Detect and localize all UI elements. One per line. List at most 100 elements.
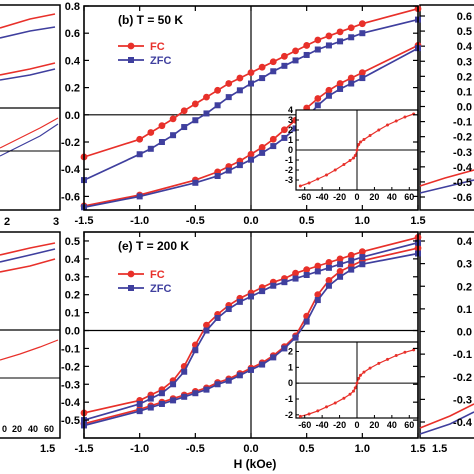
y-tick-label: -0.2 <box>61 361 80 373</box>
left-bottom-zfc-curve <box>0 248 56 263</box>
data-point-fc <box>258 63 266 71</box>
inset-data-point <box>352 389 356 393</box>
right-tick-label: 0.0 <box>457 327 472 339</box>
data-point-zfc <box>314 102 321 109</box>
data-point-zfc <box>292 275 299 282</box>
data-point-zfc <box>248 366 254 373</box>
y-tick-label: 0.6 <box>65 28 80 40</box>
data-point-zfc <box>270 282 277 289</box>
x-tick-label: -0.5 <box>186 215 205 227</box>
data-point-fc <box>303 266 311 274</box>
inset-data-point <box>352 156 356 160</box>
right-tick-label: 0.3 <box>457 56 472 68</box>
x-tick-label: -1.5 <box>75 215 94 227</box>
inset-x-tick-label: -40 <box>316 420 329 430</box>
y-tick-label: -0.2 <box>61 137 80 149</box>
left-top-fc-curve-2 <box>0 62 56 76</box>
x-tick-label: 0.0 <box>243 215 258 227</box>
x-tick-label: 1.5 <box>410 443 425 455</box>
right-tick-label: -0.4 <box>453 417 473 429</box>
data-point-zfc <box>225 94 232 101</box>
inset-x-tick-label: 0 <box>354 420 359 430</box>
panel-e-chart: -2 -1 0 1 2 -60 -40 -20 0 20 40 60 -0.5 -0.4 -0.3 -0.2 -… <box>61 231 426 455</box>
data-point-zfc <box>236 162 243 169</box>
data-point-fc <box>281 52 288 60</box>
y-tick-label: -0.6 <box>61 191 80 203</box>
inset-data-point <box>377 128 381 132</box>
inset-y-tick-label: -2 <box>285 165 293 175</box>
data-point-zfc <box>248 80 254 87</box>
right-bottom-curve-2 <box>419 411 474 435</box>
left-inset-tick-0: 0 <box>2 424 7 434</box>
right-tick-label: 0.4 <box>457 236 473 248</box>
legend-label-fc: FC <box>150 269 165 281</box>
legend-marker-zfc <box>128 57 134 63</box>
y-tick-label: 0.2 <box>65 83 80 95</box>
data-point-fc <box>292 47 299 55</box>
data-point-zfc <box>303 51 310 58</box>
x-tick-label: -0.5 <box>186 443 205 455</box>
data-point-zfc <box>181 368 188 375</box>
right-tick-label: 0.4 <box>457 41 473 53</box>
inset-y-tick-label: 1 <box>288 135 293 145</box>
inset-data-point <box>316 177 320 181</box>
data-point-zfc <box>359 30 366 37</box>
data-point-fc <box>214 86 222 94</box>
right-top-frame <box>419 4 474 211</box>
panel-title: (e) T = 200 K <box>118 239 189 253</box>
left-inset-tick-60: 60 <box>44 424 54 434</box>
data-point-fc <box>292 269 299 277</box>
y-tick-label: 0.0 <box>65 326 80 338</box>
data-point-zfc <box>281 134 288 141</box>
inset-y-tick-label: 3 <box>288 115 293 125</box>
right-tick-label: 0.1 <box>457 86 472 98</box>
data-point-zfc <box>348 34 355 41</box>
inset-x-tick-label: -20 <box>333 192 346 202</box>
data-point-zfc <box>337 261 344 268</box>
right-tick-label: 0.1 <box>457 304 472 316</box>
data-point-zfc <box>158 390 165 397</box>
inset-y-tick-label: -2 <box>285 410 293 420</box>
data-point-zfc <box>314 46 321 53</box>
legend-marker-fc <box>127 42 135 50</box>
inset-x-tick-label: 20 <box>369 192 379 202</box>
data-point-zfc <box>236 298 243 305</box>
inset-data-point <box>358 373 362 377</box>
data-point-zfc <box>147 145 154 152</box>
legend-label-zfc: ZFC <box>150 55 171 67</box>
data-point-fc <box>336 255 344 263</box>
inset-data-point <box>353 386 357 390</box>
data-point-zfc <box>225 377 232 384</box>
x-tick-label: 0.0 <box>243 443 258 455</box>
data-point-zfc <box>158 400 165 407</box>
data-point-fc <box>347 74 355 82</box>
left-bottom-fc-curve-2 <box>0 258 56 273</box>
inset-x-tick-label: 60 <box>404 192 414 202</box>
right-tick-label: 0.6 <box>457 11 472 23</box>
x-tick-label: -1.0 <box>130 215 149 227</box>
left-top-fc-curve <box>0 13 56 29</box>
data-point-zfc <box>248 293 254 300</box>
data-point-zfc <box>192 117 199 124</box>
inset-data-point <box>348 159 352 162</box>
data-point-zfc <box>337 85 344 92</box>
inset-data-point <box>386 123 389 127</box>
inset-data-point <box>358 140 362 144</box>
data-point-fc <box>336 268 344 275</box>
inset-x-tick-label: 40 <box>387 420 397 430</box>
inset-data-point <box>325 405 328 409</box>
inset-data-point <box>342 163 346 166</box>
inset-x-tick-label: 60 <box>404 420 414 430</box>
x-tick-label: 1.0 <box>355 443 370 455</box>
x-tick-label: 1.5 <box>410 215 425 227</box>
data-point-zfc <box>325 92 332 99</box>
data-point-zfc <box>214 381 221 388</box>
left-inset-tick-40: 40 <box>28 424 38 434</box>
data-point-fc <box>269 58 277 66</box>
data-point-zfc <box>348 266 355 273</box>
y-tick-label: -0.3 <box>61 379 80 391</box>
data-point-zfc <box>147 395 154 402</box>
inset-data-point <box>403 350 407 354</box>
legend-marker-zfc <box>128 285 134 291</box>
data-point-zfc <box>281 345 288 352</box>
